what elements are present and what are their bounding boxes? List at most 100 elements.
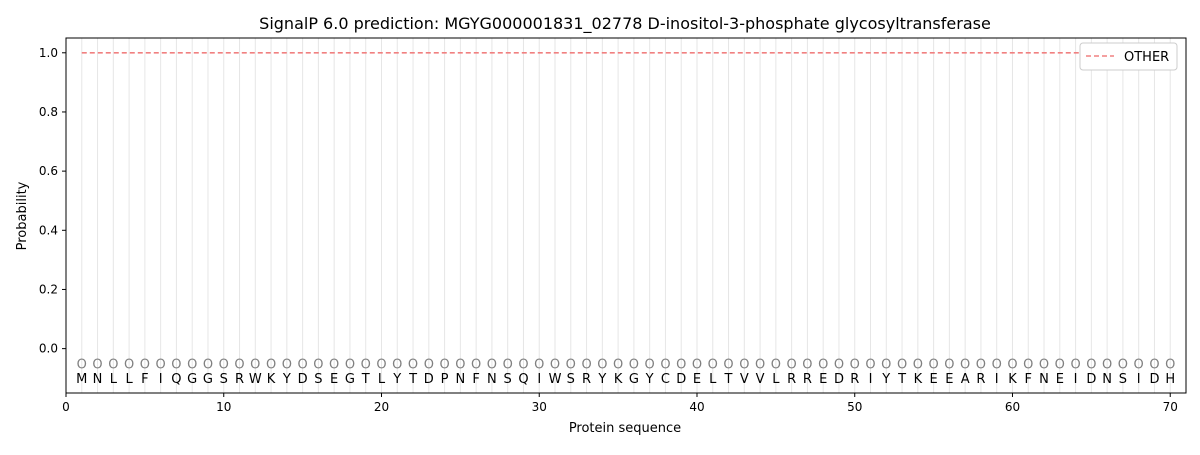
residue-letter: P bbox=[441, 372, 449, 387]
residue-prediction-label: O bbox=[1134, 357, 1144, 372]
residue-letter: T bbox=[897, 372, 906, 387]
residue-prediction-label: O bbox=[992, 357, 1002, 372]
chart-title: SignalP 6.0 prediction: MGYG000001831_02… bbox=[259, 14, 991, 34]
residue-prediction-label: O bbox=[1039, 357, 1049, 372]
residue-prediction-label: O bbox=[787, 357, 797, 372]
residue-prediction-label: O bbox=[408, 357, 418, 372]
residue-prediction-label: O bbox=[1149, 357, 1159, 372]
residue-prediction-label: O bbox=[1070, 357, 1080, 372]
residue-letter: E bbox=[693, 372, 701, 387]
residue-prediction-label: O bbox=[818, 357, 828, 372]
residue-prediction-label: O bbox=[1055, 357, 1065, 372]
residue-letter: S bbox=[1119, 372, 1127, 387]
residue-letter: G bbox=[629, 372, 639, 387]
residue-prediction-label: O bbox=[203, 357, 213, 372]
residue-prediction-label: O bbox=[219, 357, 229, 372]
residue-letter: D bbox=[1086, 372, 1096, 387]
residue-prediction-label: O bbox=[376, 357, 386, 372]
residue-letter: Q bbox=[171, 372, 181, 387]
residue-prediction-label: O bbox=[976, 357, 986, 372]
residue-prediction-label: O bbox=[518, 357, 528, 372]
residue-letter: N bbox=[487, 372, 497, 387]
residue-prediction-label: O bbox=[581, 357, 591, 372]
residue-prediction-label: O bbox=[1118, 357, 1128, 372]
residue-letter: E bbox=[945, 372, 953, 387]
residue-letter: D bbox=[298, 372, 308, 387]
x-tick-label: 50 bbox=[847, 400, 862, 414]
residue-letter: H bbox=[1165, 372, 1175, 387]
residue-letter: V bbox=[756, 372, 765, 387]
residue-letter: E bbox=[929, 372, 937, 387]
residue-prediction-label: O bbox=[708, 357, 718, 372]
residue-prediction-label: O bbox=[1007, 357, 1017, 372]
residue-letter: T bbox=[361, 372, 370, 387]
residue-prediction-label: O bbox=[455, 357, 465, 372]
residue-prediction-label: O bbox=[850, 357, 860, 372]
residue-letter: T bbox=[724, 372, 733, 387]
residue-letter: M bbox=[76, 372, 87, 387]
residue-prediction-label: O bbox=[960, 357, 970, 372]
residue-prediction-label: O bbox=[329, 357, 339, 372]
residue-letter: G bbox=[345, 372, 355, 387]
residue-prediction-label: O bbox=[1165, 357, 1175, 372]
y-axis-ticks: 0.0 0.2 0.4 0.6 0.8 1.0 bbox=[39, 46, 66, 356]
residue-letter: L bbox=[110, 372, 118, 387]
y-tick-label: 0.8 bbox=[39, 105, 58, 119]
residue-prediction-label: O bbox=[266, 357, 276, 372]
residue-letter: E bbox=[1056, 372, 1064, 387]
residue-prediction-label: O bbox=[755, 357, 765, 372]
y-axis-label: Probability bbox=[15, 181, 30, 250]
residue-prediction-label: O bbox=[865, 357, 875, 372]
x-tick-label: 20 bbox=[374, 400, 389, 414]
residue-prediction-label: O bbox=[897, 357, 907, 372]
plot-frame bbox=[65, 37, 1187, 394]
x-tick-label: 70 bbox=[1163, 400, 1178, 414]
residue-letter: G bbox=[203, 372, 213, 387]
residue-letter: F bbox=[472, 372, 479, 387]
residue-prediction-label: O bbox=[645, 357, 655, 372]
residue-prediction-label: O bbox=[345, 357, 355, 372]
residue-letter: F bbox=[1025, 372, 1032, 387]
residue-prediction-label: O bbox=[550, 357, 560, 372]
grid-layer bbox=[81, 38, 1171, 393]
residue-letter: A bbox=[961, 372, 970, 387]
residue-prediction-label: O bbox=[944, 357, 954, 372]
residue-prediction-label: O bbox=[802, 357, 812, 372]
y-tick-label: 0.2 bbox=[39, 282, 58, 296]
residue-prediction-label: O bbox=[1102, 357, 1112, 372]
residue-prediction-label: O bbox=[771, 357, 781, 372]
residue-prediction-label: O bbox=[439, 357, 449, 372]
residue-prediction-label: O bbox=[487, 357, 497, 372]
residue-letter: R bbox=[976, 372, 985, 387]
residue-letter: K bbox=[267, 372, 276, 387]
residue-prediction-label: O bbox=[424, 357, 434, 372]
residue-letter: L bbox=[709, 372, 717, 387]
y-tick-label: 1.0 bbox=[39, 46, 58, 60]
residue-letter: Y bbox=[597, 372, 606, 387]
y-tick-label: 0.6 bbox=[39, 164, 58, 178]
residue-prediction-label: O bbox=[834, 357, 844, 372]
residue-letter: T bbox=[408, 372, 417, 387]
x-axis-label: Protein sequence bbox=[569, 421, 681, 436]
residue-letter: W bbox=[249, 372, 262, 387]
residue-letter: F bbox=[141, 372, 148, 387]
residue-prediction-label: O bbox=[660, 357, 670, 372]
residue-letter: S bbox=[567, 372, 575, 387]
residue-letter: S bbox=[314, 372, 322, 387]
residue-letter: L bbox=[125, 372, 133, 387]
legend-box bbox=[1079, 42, 1178, 71]
residue-letter: R bbox=[582, 372, 591, 387]
residue-prediction-label: O bbox=[77, 357, 87, 372]
residue-prediction-label: O bbox=[282, 357, 292, 372]
residue-prediction-label: O bbox=[723, 357, 733, 372]
residue-letter: W bbox=[549, 372, 562, 387]
residue-prediction-label: O bbox=[739, 357, 749, 372]
residue-letter: R bbox=[235, 372, 244, 387]
residue-prediction-label: O bbox=[1023, 357, 1033, 372]
residue-letter: N bbox=[1039, 372, 1049, 387]
x-tick-label: 0 bbox=[62, 400, 70, 414]
residue-letter: N bbox=[93, 372, 103, 387]
residue-letter: V bbox=[740, 372, 749, 387]
